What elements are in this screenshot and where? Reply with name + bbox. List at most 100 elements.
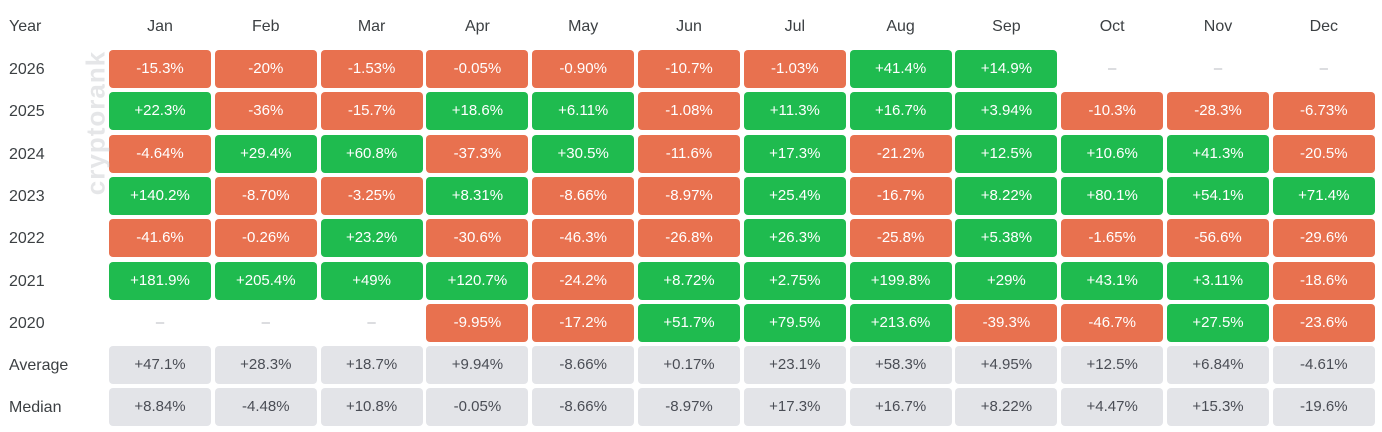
return-cell-2023-oct[interactable]: +80.1% bbox=[1061, 176, 1164, 215]
stat-cell-average-dec[interactable]: -4.61% bbox=[1272, 346, 1375, 385]
return-cell-2024-jun[interactable]: -11.6% bbox=[638, 134, 740, 173]
return-cell-2021-dec[interactable]: -18.6% bbox=[1272, 261, 1375, 300]
stat-cell-average-sep[interactable]: +4.95% bbox=[955, 346, 1058, 385]
return-cell-2021-jun[interactable]: +8.72% bbox=[638, 261, 740, 300]
return-cell-2024-jan[interactable]: -4.64% bbox=[109, 134, 211, 173]
return-cell-2023-jul[interactable]: +25.4% bbox=[743, 176, 846, 215]
return-cell-2022-dec[interactable]: -29.6% bbox=[1272, 219, 1375, 258]
return-cell-2020-jun[interactable]: +51.7% bbox=[638, 303, 740, 342]
return-cell-2023-sep[interactable]: +8.22% bbox=[955, 176, 1058, 215]
return-cell-2020-may[interactable]: -17.2% bbox=[532, 303, 635, 342]
return-cell-2026-apr[interactable]: -0.05% bbox=[426, 50, 529, 88]
return-cell-2024-apr[interactable]: -37.3% bbox=[426, 134, 529, 173]
return-cell-2024-jul[interactable]: +17.3% bbox=[743, 134, 846, 173]
return-cell-2022-may[interactable]: -46.3% bbox=[532, 219, 635, 258]
stat-cell-median-dec[interactable]: -19.6% bbox=[1272, 388, 1375, 427]
return-cell-2021-mar[interactable]: +49% bbox=[320, 261, 423, 300]
return-cell-2023-jun[interactable]: -8.97% bbox=[638, 176, 740, 215]
return-cell-2025-sep[interactable]: +3.94% bbox=[955, 92, 1058, 131]
return-cell-2021-aug[interactable]: +199.8% bbox=[849, 261, 952, 300]
return-cell-2024-oct[interactable]: +10.6% bbox=[1061, 134, 1164, 173]
return-cell-2022-jan[interactable]: -41.6% bbox=[109, 219, 211, 258]
stat-cell-average-may[interactable]: -8.66% bbox=[532, 346, 635, 385]
return-cell-2025-jan[interactable]: +22.3% bbox=[109, 92, 211, 131]
stat-cell-average-oct[interactable]: +12.5% bbox=[1061, 346, 1164, 385]
return-cell-2022-aug[interactable]: -25.8% bbox=[849, 219, 952, 258]
return-cell-2020-jul[interactable]: +79.5% bbox=[743, 303, 846, 342]
return-cell-2026-nov[interactable]: – bbox=[1213, 60, 1223, 77]
stat-cell-average-nov[interactable]: +6.84% bbox=[1167, 346, 1269, 385]
return-cell-2023-aug[interactable]: -16.7% bbox=[849, 176, 952, 215]
return-cell-2022-nov[interactable]: -56.6% bbox=[1167, 219, 1269, 258]
return-cell-2026-oct[interactable]: – bbox=[1108, 60, 1117, 77]
return-cell-2022-mar[interactable]: +23.2% bbox=[320, 219, 423, 258]
return-cell-2023-jan[interactable]: +140.2% bbox=[109, 176, 211, 215]
stat-cell-median-nov[interactable]: +15.3% bbox=[1167, 388, 1269, 427]
return-cell-2026-jun[interactable]: -10.7% bbox=[638, 50, 740, 88]
stat-cell-average-jan[interactable]: +47.1% bbox=[109, 346, 211, 385]
return-cell-2022-jun[interactable]: -26.8% bbox=[638, 219, 740, 258]
return-cell-2026-jul[interactable]: -1.03% bbox=[743, 50, 846, 88]
return-cell-2021-feb[interactable]: +205.4% bbox=[214, 261, 317, 300]
return-cell-2023-dec[interactable]: +71.4% bbox=[1272, 176, 1375, 215]
stat-cell-median-oct[interactable]: +4.47% bbox=[1061, 388, 1164, 427]
return-cell-2022-feb[interactable]: -0.26% bbox=[214, 219, 317, 258]
return-cell-2024-nov[interactable]: +41.3% bbox=[1167, 134, 1269, 173]
return-cell-2025-jul[interactable]: +11.3% bbox=[743, 92, 846, 131]
stat-cell-average-aug[interactable]: +58.3% bbox=[849, 346, 952, 385]
return-cell-2022-oct[interactable]: -1.65% bbox=[1061, 219, 1164, 258]
return-cell-2025-mar[interactable]: -15.7% bbox=[320, 92, 423, 131]
return-cell-2023-apr[interactable]: +8.31% bbox=[426, 176, 529, 215]
stat-cell-median-may[interactable]: -8.66% bbox=[532, 388, 635, 427]
return-cell-2020-sep[interactable]: -39.3% bbox=[955, 303, 1058, 342]
return-cell-2024-mar[interactable]: +60.8% bbox=[320, 134, 423, 173]
return-cell-2022-jul[interactable]: +26.3% bbox=[743, 219, 846, 258]
return-cell-2024-feb[interactable]: +29.4% bbox=[214, 134, 317, 173]
return-cell-2024-dec[interactable]: -20.5% bbox=[1272, 134, 1375, 173]
return-cell-2021-nov[interactable]: +3.11% bbox=[1167, 261, 1269, 300]
return-cell-2026-jan[interactable]: -15.3% bbox=[109, 50, 211, 88]
return-cell-2020-jan[interactable]: – bbox=[155, 313, 165, 331]
stat-cell-average-jun[interactable]: +0.17% bbox=[638, 346, 740, 385]
return-cell-2025-may[interactable]: +6.11% bbox=[532, 92, 635, 131]
stat-cell-median-mar[interactable]: +10.8% bbox=[320, 388, 423, 427]
return-cell-2025-aug[interactable]: +16.7% bbox=[849, 92, 952, 131]
stat-cell-average-jul[interactable]: +23.1% bbox=[743, 346, 846, 385]
return-cell-2020-feb[interactable]: – bbox=[261, 313, 270, 331]
return-cell-2024-sep[interactable]: +12.5% bbox=[955, 134, 1058, 173]
stat-cell-average-feb[interactable]: +28.3% bbox=[214, 346, 317, 385]
return-cell-2025-feb[interactable]: -36% bbox=[214, 92, 317, 131]
return-cell-2021-jul[interactable]: +2.75% bbox=[743, 261, 846, 300]
return-cell-2021-sep[interactable]: +29% bbox=[955, 261, 1058, 300]
stat-cell-median-apr[interactable]: -0.05% bbox=[426, 388, 529, 427]
return-cell-2026-feb[interactable]: -20% bbox=[214, 50, 317, 88]
return-cell-2021-oct[interactable]: +43.1% bbox=[1061, 261, 1164, 300]
return-cell-2020-mar[interactable]: – bbox=[367, 313, 376, 331]
stat-cell-median-jul[interactable]: +17.3% bbox=[743, 388, 846, 427]
return-cell-2023-mar[interactable]: -3.25% bbox=[320, 176, 423, 215]
return-cell-2020-nov[interactable]: +27.5% bbox=[1167, 303, 1269, 342]
return-cell-2026-aug[interactable]: +41.4% bbox=[849, 50, 952, 88]
return-cell-2022-sep[interactable]: +5.38% bbox=[955, 219, 1058, 258]
stat-cell-median-feb[interactable]: -4.48% bbox=[214, 388, 317, 427]
return-cell-2020-apr[interactable]: -9.95% bbox=[426, 303, 529, 342]
return-cell-2025-apr[interactable]: +18.6% bbox=[426, 92, 529, 131]
return-cell-2024-aug[interactable]: -21.2% bbox=[849, 134, 952, 173]
return-cell-2026-may[interactable]: -0.90% bbox=[532, 50, 635, 88]
return-cell-2020-oct[interactable]: -46.7% bbox=[1061, 303, 1164, 342]
stat-cell-median-jan[interactable]: +8.84% bbox=[109, 388, 211, 427]
stat-cell-median-jun[interactable]: -8.97% bbox=[638, 388, 740, 427]
return-cell-2026-sep[interactable]: +14.9% bbox=[955, 50, 1058, 88]
return-cell-2023-nov[interactable]: +54.1% bbox=[1167, 176, 1269, 215]
return-cell-2025-oct[interactable]: -10.3% bbox=[1061, 92, 1164, 131]
return-cell-2021-jan[interactable]: +181.9% bbox=[109, 261, 211, 300]
return-cell-2026-dec[interactable]: – bbox=[1319, 60, 1328, 77]
stat-cell-average-mar[interactable]: +18.7% bbox=[320, 346, 423, 385]
return-cell-2023-feb[interactable]: -8.70% bbox=[214, 176, 317, 215]
return-cell-2025-dec[interactable]: -6.73% bbox=[1272, 92, 1375, 131]
stat-cell-average-apr[interactable]: +9.94% bbox=[426, 346, 529, 385]
return-cell-2026-mar[interactable]: -1.53% bbox=[320, 50, 423, 88]
return-cell-2025-jun[interactable]: -1.08% bbox=[638, 92, 740, 131]
return-cell-2021-apr[interactable]: +120.7% bbox=[426, 261, 529, 300]
stat-cell-median-aug[interactable]: +16.7% bbox=[849, 388, 952, 427]
